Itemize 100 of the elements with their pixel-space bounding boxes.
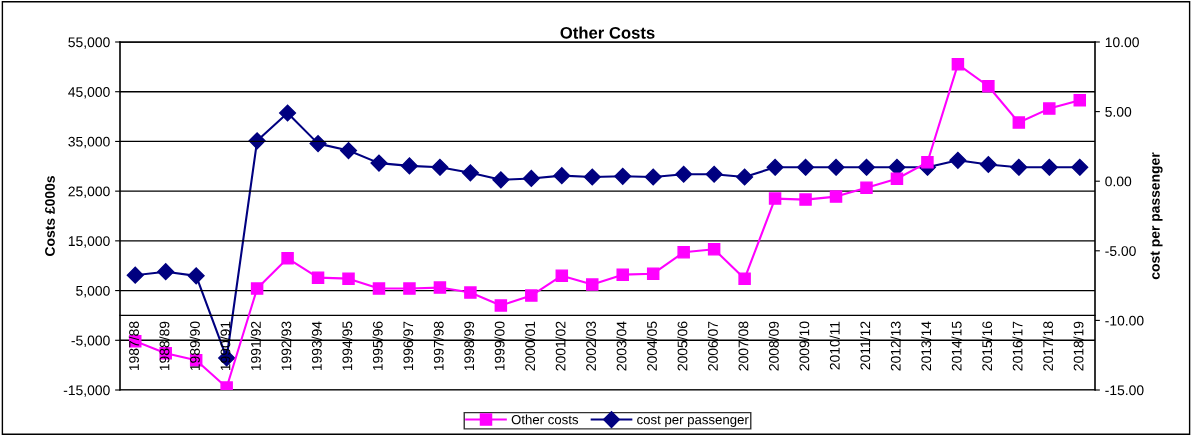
- point: [464, 286, 477, 299]
- point: [494, 299, 508, 312]
- point: [677, 246, 690, 259]
- y-tick-label: 45,000: [68, 87, 110, 99]
- point: [309, 135, 327, 153]
- x-tick-label: 1994/95: [342, 321, 353, 371]
- y-tick-label: 15,000: [68, 236, 110, 248]
- x-tick-label: 1987/88: [128, 321, 139, 371]
- x-tick-label: 1990/91: [220, 321, 231, 371]
- x-tick-label: 2018/19: [1073, 321, 1084, 371]
- y2-tick-label: -15.00: [1105, 385, 1144, 396]
- x-tick-label: 1995/96: [372, 321, 383, 371]
- x-tick-label: 1991/92: [250, 321, 261, 371]
- point: [646, 267, 660, 280]
- point: [342, 272, 355, 285]
- point: [403, 282, 416, 295]
- point: [370, 154, 388, 172]
- x-tick-label: 2008/09: [768, 321, 779, 371]
- point: [400, 157, 419, 175]
- point: [1071, 158, 1089, 176]
- x-tick-label: 2005/06: [677, 321, 688, 371]
- x-tick-label: 1989/90: [189, 321, 200, 371]
- x-tick-label: 2011/12: [860, 321, 871, 370]
- x-tick-label: 2014/15: [951, 321, 962, 371]
- point: [616, 268, 629, 281]
- x-tick-label: 2002/03: [585, 321, 596, 371]
- point: [860, 181, 873, 194]
- point: [433, 281, 447, 294]
- point: [675, 165, 693, 183]
- point: [157, 263, 175, 281]
- x-tick-label: 1998/99: [463, 321, 475, 371]
- point: [1040, 158, 1058, 176]
- x-tick-label: 1999/00: [494, 321, 505, 371]
- x-tick-label: 2013/14: [920, 321, 932, 371]
- point: [522, 169, 540, 187]
- point: [614, 167, 632, 185]
- point: [525, 289, 538, 302]
- point: [644, 168, 662, 186]
- point: [766, 158, 784, 176]
- x-tick-label: 1992/93: [281, 321, 292, 371]
- point: [979, 155, 997, 174]
- y2-tick-label: 5.00: [1105, 106, 1132, 117]
- point: [705, 165, 723, 183]
- point: [951, 58, 965, 71]
- point: [281, 252, 294, 265]
- point: [857, 158, 876, 176]
- x-tick-label: 1996/97: [402, 321, 414, 371]
- chart-title: Other Costs: [560, 26, 655, 39]
- y-tick-label: 25,000: [68, 186, 110, 198]
- point: [890, 172, 904, 185]
- y2-tick-label: -10.00: [1105, 315, 1144, 326]
- point: [461, 164, 479, 182]
- y2-tick-label: 10.00: [1105, 37, 1139, 48]
- point: [827, 158, 845, 176]
- point: [738, 272, 751, 285]
- x-tick-label: 2016/17: [1012, 321, 1023, 371]
- y-tick-label: 55,000: [68, 37, 110, 49]
- point: [553, 167, 571, 185]
- point: [279, 104, 297, 122]
- point: [736, 168, 754, 186]
- x-tick-label: 2015/16: [981, 321, 993, 371]
- y-tick-label: 35,000: [68, 136, 110, 149]
- y-tick-label: -15,000: [63, 385, 110, 397]
- point: [949, 151, 967, 169]
- x-tick-label: 2007/08: [738, 321, 749, 371]
- point: [707, 243, 721, 256]
- x-tick-label: 2001/02: [555, 321, 566, 371]
- point: [431, 158, 449, 176]
- point: [311, 271, 325, 284]
- point: [921, 156, 934, 169]
- point: [829, 190, 843, 203]
- x-tick-label: 1988/89: [159, 321, 170, 371]
- x-tick-label: 2003/04: [616, 321, 627, 371]
- point: [555, 269, 569, 282]
- y2-tick-label: 0.00: [1105, 176, 1132, 187]
- point: [187, 267, 205, 285]
- point: [768, 192, 782, 205]
- x-tick-label: 2010/11: [829, 321, 840, 370]
- point: [796, 158, 815, 176]
- point: [586, 278, 599, 291]
- point: [1010, 158, 1028, 176]
- x-tick-label: 2017/18: [1042, 321, 1054, 371]
- point: [492, 171, 510, 189]
- x-tick-label: 2000/01: [524, 321, 536, 371]
- y-tick-label: -5,000: [71, 335, 110, 348]
- legend-label: Other costs: [511, 414, 579, 425]
- x-tick-label: 2009/10: [799, 321, 810, 371]
- point: [1012, 116, 1026, 129]
- point: [982, 79, 995, 93]
- x-tick-label: 1997/98: [433, 321, 444, 371]
- y2-axis-title: cost per passenger: [1150, 152, 1163, 280]
- point: [372, 282, 386, 295]
- x-tick-label: 2012/13: [890, 321, 901, 371]
- y-axis-title: Costs £000s: [45, 176, 55, 256]
- point: [1043, 102, 1056, 115]
- point: [339, 142, 358, 160]
- x-tick-label: 2004/05: [646, 321, 657, 371]
- point: [1073, 93, 1087, 107]
- point: [250, 282, 264, 295]
- x-tick-label: 1993/94: [311, 321, 322, 371]
